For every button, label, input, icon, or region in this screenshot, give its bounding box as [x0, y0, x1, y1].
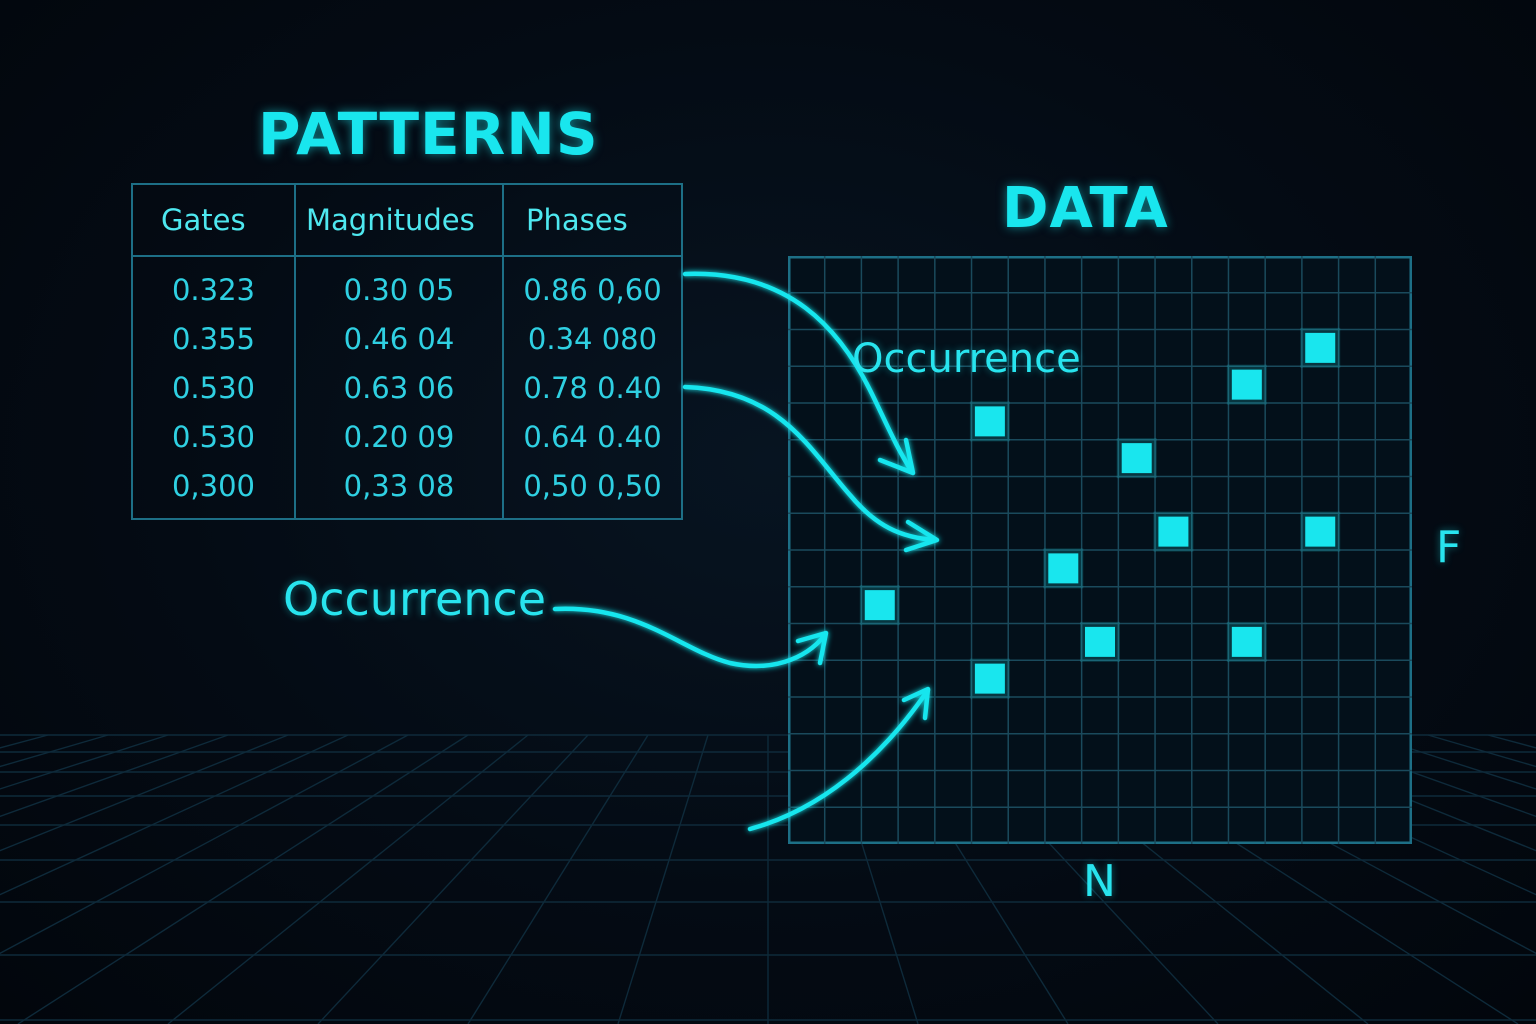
table-cell-phases: 0.86 0,60 [502, 256, 683, 314]
floor-line-radial [1367, 734, 1536, 790]
column-header-magnitudes: Magnitudes [294, 183, 504, 257]
column-header-phases: Phases [502, 183, 683, 257]
data-grid [788, 256, 1412, 844]
data-title: DATA [1002, 176, 1169, 241]
table-cell-gates: 0.530 [131, 363, 296, 412]
arrow-occurrence-to-grid [552, 606, 829, 669]
occupied-cell [1158, 516, 1189, 547]
table-cell-magnitudes: 0.63 06 [294, 363, 504, 412]
occurrence-label-inner: Occurrence [852, 336, 1081, 382]
table-cell-phases: 0,50 0,50 [502, 461, 683, 519]
table-row: 0,300 0,33 08 0,50 0,50 [131, 461, 683, 519]
table-cell-magnitudes: 0,33 08 [294, 461, 504, 519]
data-grid-cells [859, 327, 1341, 699]
occupied-cell [1305, 332, 1336, 363]
table-cell-gates: 0.530 [131, 412, 296, 461]
occupied-cell [1048, 553, 1079, 584]
arrow-table-row1-to-grid [682, 271, 916, 476]
axis-label-n: N [1083, 856, 1116, 907]
table-cell-gates: 0.323 [131, 256, 296, 314]
floor-line-radial [0, 734, 349, 896]
floor-line-radial [0, 734, 409, 955]
floor-line-radial [317, 734, 589, 1024]
occupied-cell [1231, 626, 1262, 657]
table-cell-magnitudes: 0.30 05 [294, 256, 504, 314]
table-cell-phases: 0.78 0.40 [502, 363, 683, 412]
table-header-row: Gates Magnitudes Phases [131, 183, 683, 257]
table-cell-phases: 0.64 0.40 [502, 412, 683, 461]
patterns-title: PATTERNS [258, 100, 599, 168]
occupied-cell [974, 663, 1005, 694]
occupied-cell [1121, 443, 1152, 474]
arrow-table-row3-to-grid [682, 384, 940, 553]
floor-line-radial [0, 734, 289, 852]
column-header-gates: Gates [131, 183, 296, 257]
arrow-bottom-to-grid [747, 686, 931, 832]
table-cell-magnitudes: 0.20 09 [294, 412, 504, 461]
axis-label-f: F [1436, 522, 1462, 573]
occupied-cell [1085, 626, 1115, 657]
table-cell-gates: 0,300 [131, 461, 296, 519]
occupied-cell [974, 406, 1005, 437]
table-cell-gates: 0.355 [131, 314, 296, 363]
occupied-cell [864, 590, 895, 621]
floor-line-radial [167, 734, 529, 1024]
occupied-cell [1305, 516, 1336, 547]
floor-line-radial [617, 734, 709, 1024]
patterns-table: Gates Magnitudes Phases 0.323 0.30 05 0.… [131, 183, 683, 520]
floor-line-radial [0, 734, 169, 790]
table-row: 0.355 0.46 04 0.34 080 [131, 314, 683, 363]
table-row: 0.323 0.30 05 0.86 0,60 [131, 256, 683, 314]
table-row: 0.530 0.20 09 0.64 0.40 [131, 412, 683, 461]
floor-line-radial [17, 734, 469, 1024]
floor-line-radial [1307, 734, 1536, 818]
table-cell-magnitudes: 0.46 04 [294, 314, 504, 363]
table-cell-phases: 0.34 080 [502, 314, 683, 363]
occurrence-label: Occurrence [283, 572, 546, 626]
table-row: 0.530 0.63 06 0.78 0.40 [131, 363, 683, 412]
occupied-cell [1231, 369, 1262, 400]
floor-line-radial [467, 734, 649, 1024]
floor-line-radial [0, 734, 229, 818]
